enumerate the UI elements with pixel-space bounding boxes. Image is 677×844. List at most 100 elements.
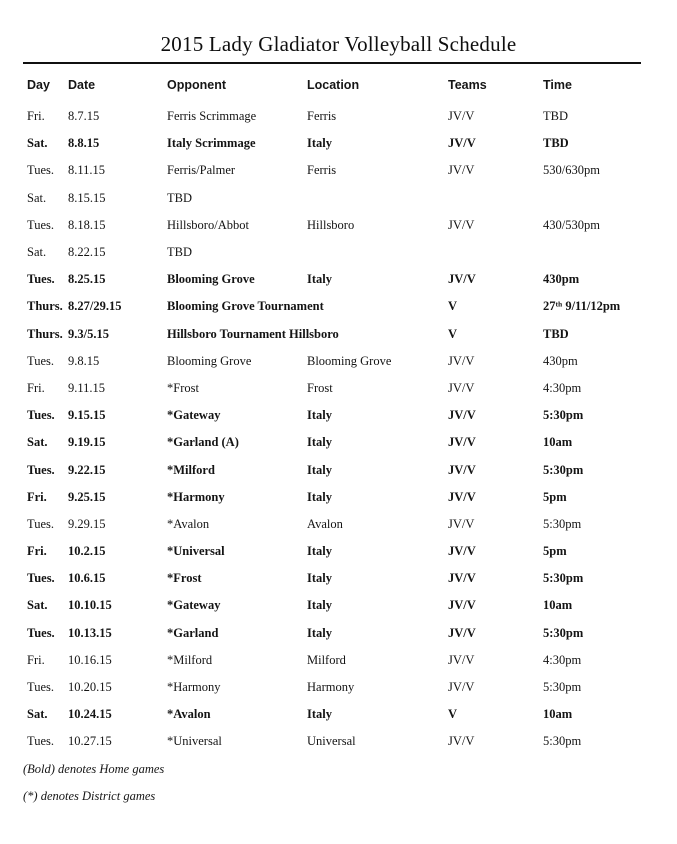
- table-row: Tues. 10.13.15 *Garland Italy JV/V 5:30p…: [0, 620, 677, 647]
- column-header-location: Location: [307, 78, 360, 92]
- cell-time: 4:30pm: [543, 652, 582, 667]
- cell-opponent: Blooming Grove: [167, 353, 252, 368]
- cell-date: 8.8.15: [68, 136, 100, 151]
- cell-day: Tues.: [27, 734, 54, 749]
- column-header-day: Day: [27, 78, 50, 92]
- cell-opponent: Ferris Scrimmage: [167, 109, 257, 124]
- table-row: Tues. 8.25.15 Blooming Grove Italy JV/V …: [0, 266, 677, 293]
- table-row: Tues. 8.18.15 Hillsboro/Abbot Hillsboro …: [0, 212, 677, 239]
- cell-location: Italy: [307, 136, 332, 151]
- cell-day: Tues.: [27, 217, 54, 232]
- cell-date: 10.24.15: [68, 707, 112, 722]
- cell-date: 10.16.15: [68, 652, 112, 667]
- table-row: Sat. 8.22.15 TBD: [0, 239, 677, 266]
- cell-opponent: Hillsboro Tournament Hillsboro: [167, 326, 339, 341]
- cell-day: Tues.: [27, 680, 54, 695]
- cell-time: TBD: [543, 109, 568, 124]
- cell-date: 10.10.15: [68, 598, 112, 613]
- cell-opponent: *Frost: [167, 571, 202, 586]
- cell-opponent: *Garland (A): [167, 435, 239, 450]
- cell-date: 8.15.15: [68, 190, 106, 205]
- cell-teams: JV/V: [448, 217, 475, 232]
- cell-date: 8.22.15: [68, 245, 106, 260]
- cell-opponent: Italy Scrimmage: [167, 136, 256, 151]
- cell-teams: V: [448, 326, 458, 341]
- column-header-time: Time: [543, 78, 572, 92]
- cell-location: Milford: [307, 652, 346, 667]
- cell-day: Fri.: [27, 109, 45, 124]
- cell-date: 10.13.15: [68, 625, 112, 640]
- cell-time: 5:30pm: [543, 625, 584, 640]
- cell-day: Sat.: [27, 435, 48, 450]
- table-row: Fri. 10.2.15 *Universal Italy JV/V 5pm: [0, 538, 677, 565]
- cell-time: 27ᵗʰ 9/11/12pm: [543, 299, 621, 314]
- cell-date: 9.8.15: [68, 353, 100, 368]
- cell-opponent: *Universal: [167, 734, 222, 749]
- cell-location: Italy: [307, 598, 332, 613]
- cell-opponent: *Harmony: [167, 680, 221, 695]
- cell-time: 430pm: [543, 272, 580, 287]
- cell-opponent: *Milford: [167, 652, 213, 667]
- cell-day: Tues.: [27, 272, 55, 287]
- cell-location: Blooming Grove: [307, 353, 392, 368]
- cell-teams: JV/V: [448, 544, 476, 559]
- footnote-home-games: (Bold) denotes Home games: [23, 762, 165, 777]
- table-row: Sat. 8.8.15 Italy Scrimmage Italy JV/V T…: [0, 130, 677, 157]
- cell-time: 5:30pm: [543, 571, 584, 586]
- cell-teams: JV/V: [448, 734, 475, 749]
- cell-time: 430pm: [543, 353, 578, 368]
- table-row: Thurs. 9.3/5.15 Hillsboro Tournament Hil…: [0, 321, 677, 348]
- cell-day: Tues.: [27, 625, 55, 640]
- cell-location: Avalon: [307, 516, 343, 531]
- cell-day: Sat.: [27, 136, 48, 151]
- cell-date: 9.25.15: [68, 489, 106, 504]
- cell-time: 5pm: [543, 489, 567, 504]
- cell-date: 10.20.15: [68, 680, 112, 695]
- cell-opponent: Hillsboro/Abbot: [167, 217, 249, 232]
- table-row: Fri. 10.16.15 *Milford Milford JV/V 4:30…: [0, 647, 677, 674]
- cell-day: Tues.: [27, 353, 54, 368]
- cell-date: 10.2.15: [68, 544, 106, 559]
- column-header-teams: Teams: [448, 78, 487, 92]
- table-row: Tues. 10.20.15 *Harmony Harmony JV/V 5:3…: [0, 674, 677, 701]
- cell-teams: JV/V: [448, 136, 476, 151]
- cell-teams: JV/V: [448, 272, 476, 287]
- table-row: Tues. 8.11.15 Ferris/Palmer Ferris JV/V …: [0, 157, 677, 184]
- cell-teams: JV/V: [448, 353, 475, 368]
- cell-date: 9.19.15: [68, 435, 106, 450]
- title-divider: [23, 62, 641, 64]
- cell-location: Italy: [307, 272, 332, 287]
- cell-opponent: Ferris/Palmer: [167, 163, 236, 178]
- table-row: Tues. 9.15.15 *Gateway Italy JV/V 5:30pm: [0, 402, 677, 429]
- table-header: Day Date Opponent Location Teams Time: [0, 78, 677, 92]
- cell-date: 8.27/29.15: [68, 299, 122, 314]
- table-row: Tues. 10.6.15 *Frost Italy JV/V 5:30pm: [0, 565, 677, 592]
- footnote-district-games: (*) denotes District games: [23, 789, 156, 804]
- cell-day: Fri.: [27, 489, 47, 504]
- table-row: Sat. 9.19.15 *Garland (A) Italy JV/V 10a…: [0, 429, 677, 456]
- cell-teams: V: [448, 707, 458, 722]
- cell-time: 5pm: [543, 544, 567, 559]
- cell-opponent: *Milford: [167, 462, 215, 477]
- cell-date: 9.22.15: [68, 462, 106, 477]
- table-row: Fri. 8.7.15 Ferris Scrimmage Ferris JV/V…: [0, 103, 677, 130]
- cell-time: 5:30pm: [543, 734, 582, 749]
- cell-teams: JV/V: [448, 435, 476, 450]
- cell-day: Tues.: [27, 163, 54, 178]
- cell-opponent: *Gateway: [167, 408, 221, 423]
- cell-location: Universal: [307, 734, 356, 749]
- table-row: Fri. 9.25.15 *Harmony Italy JV/V 5pm: [0, 484, 677, 511]
- cell-day: Fri.: [27, 652, 45, 667]
- table-row: Sat. 8.15.15 TBD: [0, 185, 677, 212]
- cell-location: Italy: [307, 707, 332, 722]
- cell-location: Harmony: [307, 680, 355, 695]
- cell-teams: JV/V: [448, 652, 475, 667]
- cell-location: Frost: [307, 380, 333, 395]
- cell-opponent: *Avalon: [167, 516, 210, 531]
- column-header-date: Date: [68, 78, 96, 92]
- cell-teams: JV/V: [448, 680, 475, 695]
- cell-location: Italy: [307, 435, 332, 450]
- table-row: Tues. 9.8.15 Blooming Grove Blooming Gro…: [0, 348, 677, 375]
- cell-date: 9.3/5.15: [68, 326, 109, 341]
